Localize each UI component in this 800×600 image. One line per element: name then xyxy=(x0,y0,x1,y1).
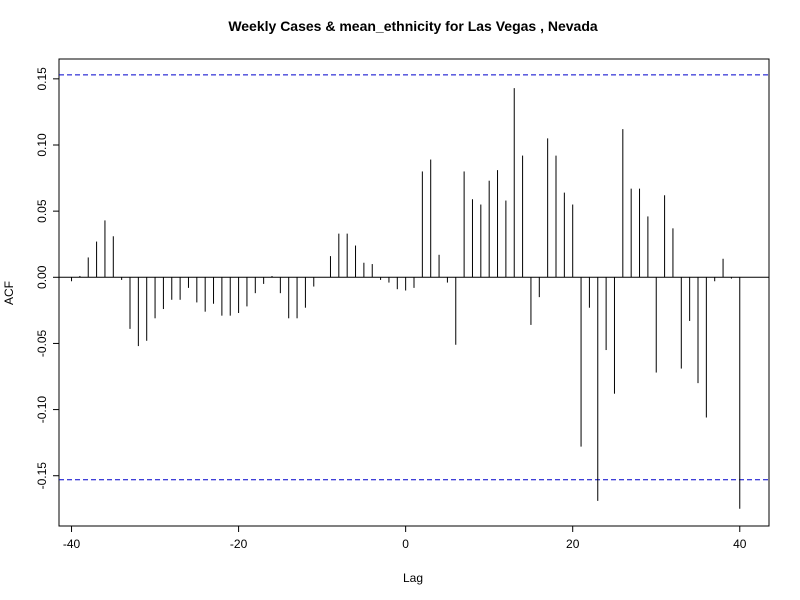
x-axis-label: Lag xyxy=(403,571,423,585)
y-tick-label: 0.10 xyxy=(35,133,49,157)
y-tick-label: 0.15 xyxy=(35,67,49,91)
y-tick-label: -0.05 xyxy=(35,329,49,357)
x-tick-label: -20 xyxy=(230,537,248,551)
x-tick-label: 40 xyxy=(733,537,747,551)
x-axis: -40 -20 0 20 40 xyxy=(63,526,747,551)
y-axis: -0.15 -0.10 -0.05 0.00 0.05 0.10 0.15 xyxy=(35,67,59,490)
x-tick-label: -40 xyxy=(63,537,81,551)
y-axis-label: ACF xyxy=(2,281,16,305)
y-tick-label: 0.05 xyxy=(35,199,49,223)
x-tick-label: 20 xyxy=(566,537,580,551)
confidence-bands xyxy=(59,74,769,481)
x-tick-label: 0 xyxy=(402,537,409,551)
acf-bars xyxy=(71,88,741,509)
y-tick-label: 0.00 xyxy=(35,265,49,289)
chart-title: Weekly Cases & mean_ethnicity for Las Ve… xyxy=(228,18,598,34)
y-tick-label: -0.15 xyxy=(35,462,49,490)
plot-frame xyxy=(58,58,770,527)
y-tick-label: -0.10 xyxy=(35,396,49,424)
